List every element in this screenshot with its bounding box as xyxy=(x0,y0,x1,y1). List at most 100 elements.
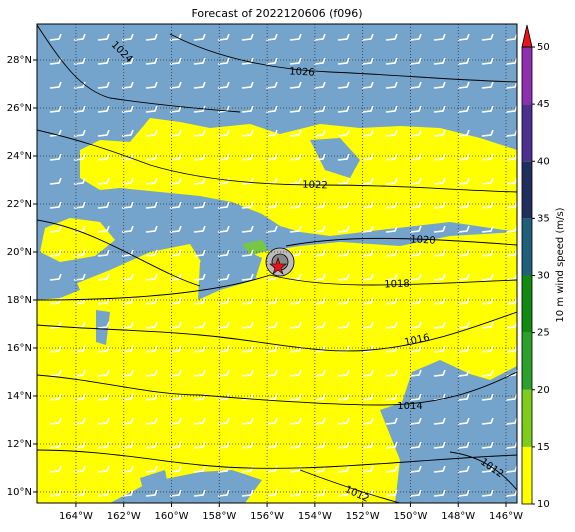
wind-barb xyxy=(169,81,182,89)
wind-barb xyxy=(457,345,470,353)
colorbar-tick-label: 25 xyxy=(537,328,550,339)
wind-barb xyxy=(145,225,158,233)
wind-barb xyxy=(289,201,302,209)
calm-region xyxy=(140,470,170,498)
wind-barb xyxy=(409,417,422,425)
wind-barb xyxy=(457,33,470,41)
wind-barb xyxy=(481,105,494,113)
x-tick-label: 164°W xyxy=(59,511,93,522)
wind-barb xyxy=(241,369,254,377)
wind-barb xyxy=(313,489,326,497)
wind-barb xyxy=(337,393,350,401)
wind-barb xyxy=(385,369,398,377)
y-tick-label: 14°N xyxy=(7,391,32,402)
wind-barb xyxy=(73,201,86,209)
wind-barb xyxy=(97,225,110,233)
wind-barb xyxy=(337,33,350,41)
wind-barb xyxy=(217,177,230,185)
wind-barb xyxy=(97,441,110,449)
wind-barb xyxy=(145,57,158,65)
wind-barb xyxy=(49,33,62,41)
wind-barb xyxy=(145,465,158,473)
wind-barb xyxy=(49,489,62,497)
wind-barb xyxy=(289,417,302,425)
wind-barb xyxy=(97,345,110,353)
wind-barb xyxy=(73,129,86,137)
wind-barb xyxy=(433,489,446,497)
wind-barb xyxy=(457,105,470,113)
wind-barb xyxy=(313,153,326,161)
wind-barb xyxy=(217,369,230,377)
wind-barb xyxy=(361,417,374,425)
calm-region xyxy=(380,400,517,503)
wind-barb xyxy=(121,105,134,113)
wind-barb xyxy=(313,105,326,113)
wind-barb xyxy=(217,57,230,65)
wind-barb xyxy=(97,465,110,473)
contour-line xyxy=(37,129,517,193)
wind-barb xyxy=(193,249,206,257)
wind-barb xyxy=(505,441,517,449)
wind-barb xyxy=(73,177,86,185)
wind-barb xyxy=(193,129,206,137)
wind-barb xyxy=(265,81,278,89)
wind-barb xyxy=(481,345,494,353)
wind-barb xyxy=(409,81,422,89)
colorbar-tick-label: 30 xyxy=(537,271,550,282)
wind-barb xyxy=(121,33,134,41)
y-tick-label: 28°N xyxy=(7,55,32,66)
wind-barb xyxy=(361,441,374,449)
x-tick-label: 152°W xyxy=(346,511,380,522)
x-tick-label: 156°W xyxy=(250,511,284,522)
wind-barb xyxy=(337,441,350,449)
wind-barb xyxy=(73,273,86,281)
wind-barb xyxy=(169,153,182,161)
wind-barb xyxy=(337,153,350,161)
wind-barb xyxy=(73,33,86,41)
wind-barb xyxy=(145,81,158,89)
colorbar-tick-label: 35 xyxy=(537,213,550,224)
wind-barb xyxy=(409,297,422,305)
wind-barb xyxy=(313,297,326,305)
contour-line xyxy=(37,274,517,301)
wind-barb xyxy=(289,105,302,113)
wind-barb xyxy=(265,321,278,329)
wind-barb xyxy=(409,249,422,257)
wind-barb xyxy=(385,201,398,209)
wind-barb xyxy=(49,441,62,449)
wind-barb xyxy=(337,249,350,257)
wind-barb xyxy=(385,441,398,449)
wind-barb xyxy=(337,273,350,281)
wind-barb xyxy=(241,297,254,305)
wind-barb xyxy=(481,321,494,329)
wind-barb xyxy=(265,153,278,161)
wind-barb xyxy=(457,201,470,209)
wind-barb xyxy=(433,201,446,209)
wind-barb xyxy=(49,81,62,89)
colorbar-tick-label: 10 xyxy=(537,499,550,510)
wind-barb xyxy=(217,33,230,41)
wind-barb xyxy=(49,201,62,209)
wind-barb xyxy=(265,393,278,401)
wind-barb xyxy=(145,201,158,209)
wind-barb xyxy=(337,225,350,233)
wind-barb xyxy=(121,369,134,377)
calm-region xyxy=(198,248,262,300)
wind-barb xyxy=(409,201,422,209)
wind-barb xyxy=(241,345,254,353)
wind-barb xyxy=(97,129,110,137)
wind-barb xyxy=(289,249,302,257)
wind-barb xyxy=(409,321,422,329)
wind-barb xyxy=(409,273,422,281)
wind-barb xyxy=(289,129,302,137)
wind-barb xyxy=(169,345,182,353)
wind-barb xyxy=(481,297,494,305)
wind-barb xyxy=(169,129,182,137)
wind-barb xyxy=(481,225,494,233)
wind-barb xyxy=(73,105,86,113)
wind-barb xyxy=(241,57,254,65)
wind-barb xyxy=(241,81,254,89)
wind-barb xyxy=(49,465,62,473)
wind-barb xyxy=(217,345,230,353)
